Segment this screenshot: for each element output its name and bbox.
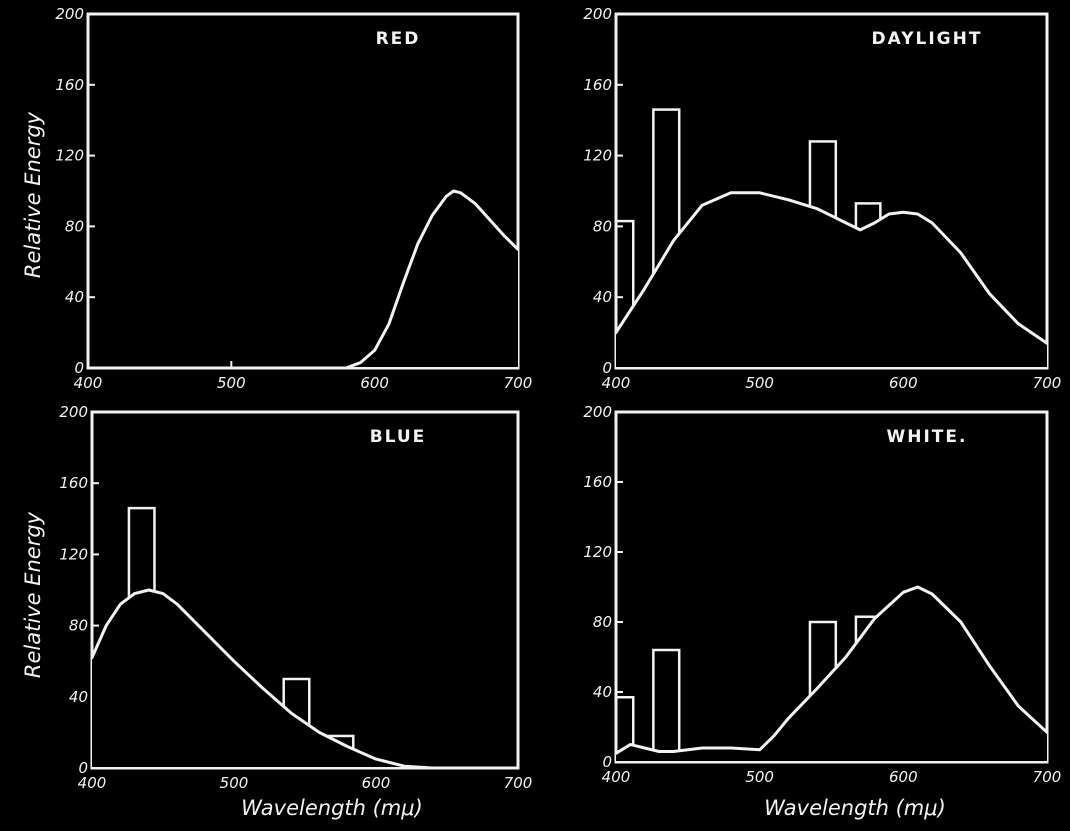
chart-title-daylight: DAYLIGHT [872,29,983,49]
y-tick-label: 160 [583,473,612,491]
y-tick-label: 120 [583,147,612,165]
y-axis-label-top: Relative Energy [21,111,45,278]
y-tick-label: 40 [593,683,612,701]
x-tick-label: 400 [602,374,631,392]
y-tick-label: 80 [69,617,88,635]
x-axis-label-left: Wavelength (mμ) [241,796,423,820]
x-tick-label: 600 [889,374,918,392]
curve-area-mask [616,192,1047,368]
curve-area-mask [88,191,518,368]
x-tick-label: 700 [1033,768,1062,786]
y-tick-label: 40 [593,288,612,306]
y-tick-label: 0 [602,753,612,771]
y-tick-label: 160 [55,76,84,94]
y-tick-label: 0 [74,359,84,377]
y-tick-label: 80 [593,217,612,235]
y-tick-label: 80 [593,613,612,631]
x-tick-label: 700 [504,374,533,392]
chart-panel-daylight: 0 40 80 120 160 200 400 500 600 700 DAYLIGHT [583,5,1061,392]
x-tick-label: 700 [1033,374,1062,392]
y-axis-label-bottom: Relative Energy [21,511,45,678]
y-tick-label: 120 [59,545,88,563]
x-tick-label: 400 [602,768,631,786]
y-tick-label: 200 [55,5,84,23]
y-tick-label: 160 [59,474,88,492]
curve-area-mask [92,590,433,768]
y-tick-label: 40 [69,688,88,706]
x-tick-label: 600 [360,374,389,392]
x-tick-label: 500 [745,374,774,392]
y-tick-label: 160 [583,76,612,94]
y-tick-label: 120 [583,543,612,561]
chart-title-red: RED [376,29,421,49]
chart-title-white: WHITE. [887,427,968,447]
chart-panel-red: 0 40 80 120 160 200 400 500 600 700 RED [55,5,532,392]
x-tick-label: 400 [78,774,107,792]
y-tick-label: 200 [59,403,88,421]
y-tick-label: 0 [78,759,88,777]
x-tick-label: 600 [889,768,918,786]
x-tick-label: 400 [74,374,103,392]
chart-title-blue: BLUE [370,427,427,447]
y-tick-label: 200 [583,403,612,421]
spectral-curve-blue [90,588,435,770]
x-axis-label-right: Wavelength (mμ) [764,796,946,820]
y-tick-label: 40 [65,288,84,306]
chart-panel-blue: 0 40 80 120 160 200 400 500 600 700 BLUE [59,403,532,792]
y-tick-label: 200 [583,5,612,23]
chart-panel-white: 0 40 80 120 160 200 400 500 600 700 WHITE. [583,403,1061,786]
spectral-curve-white [614,585,1049,755]
y-tick-label: 0 [602,359,612,377]
spectral-curve-daylight [614,191,1049,345]
x-tick-label: 700 [504,774,533,792]
y-tick-label: 120 [55,147,84,165]
x-tick-label: 600 [362,774,391,792]
y-tick-label: 80 [65,217,84,235]
spectral-curve-red [86,189,520,370]
x-tick-label: 500 [220,774,249,792]
x-tick-label: 500 [745,768,774,786]
x-tick-label: 500 [217,374,246,392]
